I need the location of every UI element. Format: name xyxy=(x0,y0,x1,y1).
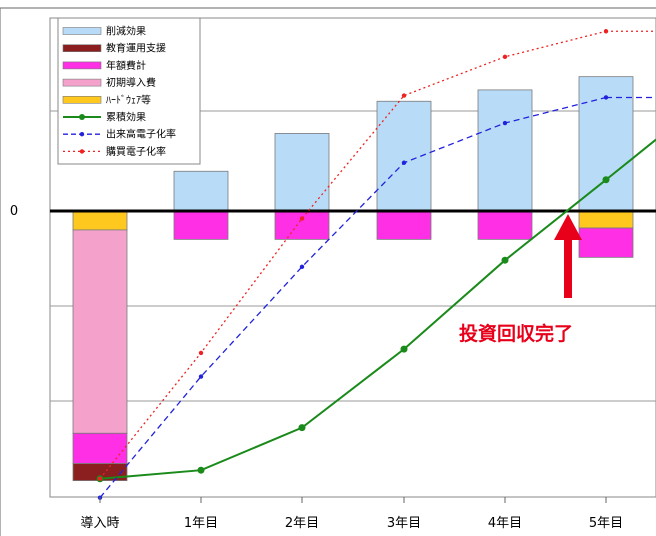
bar-ハードウェア等 xyxy=(578,210,634,229)
legend-label: 累積効果 xyxy=(106,111,146,124)
bar-年額費計 xyxy=(578,227,634,258)
line-出来高電子化率 xyxy=(99,96,607,499)
legend-label: 教育運用支援 xyxy=(106,42,166,55)
point-累積効果 xyxy=(298,424,306,432)
point-購買電子化率 xyxy=(401,93,407,98)
legend-swatch-marker xyxy=(79,132,85,137)
x-tick-label: 2年目 xyxy=(285,516,319,531)
annotation-arrow-shaft xyxy=(564,236,572,298)
legend-label: 出来高電子化率 xyxy=(106,128,176,141)
point-出来高電子化率 xyxy=(401,160,407,165)
point-購買電子化率 xyxy=(603,29,609,34)
point-購買電子化率 xyxy=(198,350,204,356)
bar-年額費計 xyxy=(274,210,330,240)
point-出来高電子化率 xyxy=(603,95,609,100)
point-購買電子化率 xyxy=(502,54,508,60)
bar-年額費計 xyxy=(173,210,229,240)
point-購買電子化率 xyxy=(97,476,103,481)
line-tail-累積効果 xyxy=(605,138,656,181)
payback-annotation: 投資回収完了 xyxy=(459,214,582,345)
bar-削減効果 xyxy=(274,133,330,212)
line-累積効果 xyxy=(99,178,607,480)
legend-swatch xyxy=(62,61,102,70)
bar-削減効果 xyxy=(173,170,229,212)
legend-swatch xyxy=(62,44,102,53)
point-累積効果 xyxy=(602,176,610,184)
x-tick-label: 5年目 xyxy=(589,516,623,531)
point-出来高電子化率 xyxy=(299,264,305,270)
x-tick-label: 導入時 xyxy=(80,516,119,531)
x-tick-label: 1年目 xyxy=(184,516,218,531)
legend-label: 削減効果 xyxy=(106,25,146,38)
legend-label: 年額費計 xyxy=(106,59,146,72)
point-出来高電子化率 xyxy=(502,120,508,126)
point-累積効果 xyxy=(197,466,205,474)
bar-年額費計 xyxy=(72,432,128,464)
legend-swatch xyxy=(62,78,102,87)
legend-swatch xyxy=(62,27,102,35)
bar-初期導入費 xyxy=(72,229,128,434)
legend-swatch-marker xyxy=(79,149,85,154)
x-tick-label: 3年目 xyxy=(387,516,421,531)
bar-年額費計 xyxy=(376,210,432,240)
x-tick-label: 4年目 xyxy=(488,516,522,531)
y-zero-label: 0 xyxy=(10,204,18,219)
point-出来高電子化率 xyxy=(198,374,204,379)
point-累積効果 xyxy=(400,345,408,353)
bar-series xyxy=(72,76,634,482)
annotation-text: 投資回収完了 xyxy=(459,322,573,345)
legend-label: 初期導入費 xyxy=(106,76,156,89)
zero-axis: 0 xyxy=(10,204,656,219)
legend-box xyxy=(57,17,201,165)
bar-削減効果 xyxy=(477,89,533,212)
point-購買電子化率 xyxy=(299,216,305,221)
bar-年額費計 xyxy=(477,210,533,240)
bar-ハードウェア等 xyxy=(72,210,128,231)
point-累積効果 xyxy=(501,256,509,264)
annotation-arrow-head xyxy=(554,214,582,240)
legend-label: 購買電子化率 xyxy=(106,145,166,158)
x-axis-ticks: 導入時 1年目 2年目 3年目 4年目 5年目 xyxy=(80,497,623,531)
legend-swatch xyxy=(62,96,102,104)
legend-label: ﾊｰﾄﾞｳｪｱ等 xyxy=(106,93,151,106)
legend-swatch-marker xyxy=(79,114,85,120)
